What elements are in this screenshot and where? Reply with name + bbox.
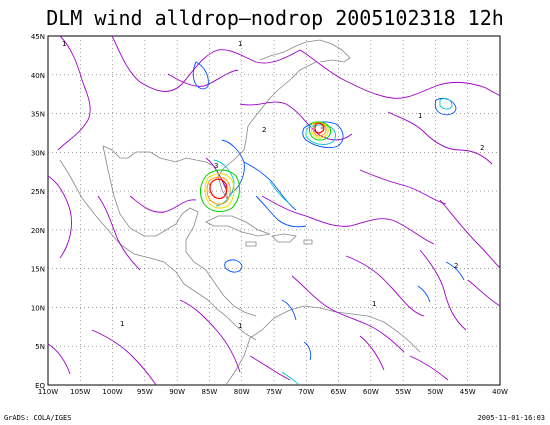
contour-label: 1 [120,320,124,328]
coastlines [59,39,421,386]
y-tick-label: 20N [31,227,45,235]
contour-label: 2 [454,262,458,270]
contour-label: 1 [238,322,242,330]
y-tick-label: EQ [35,382,45,390]
x-tick-label: 100W [102,388,122,396]
y-axis-ticks: EQ 5N 10N 15N 20N 25N 30N 35N 40N 45N [31,33,46,390]
contour-label: 2 [262,126,266,134]
contour-label: 1 [372,300,376,308]
contour-label: 3 [214,162,218,170]
contours-level-5 [204,122,329,209]
contour-label: 2 [480,144,484,152]
x-tick-label: 45W [460,388,476,396]
contours-level-2 [192,61,465,361]
contour-label-group: 1 1 2 3 1 2 2 1 1 1 [62,40,484,330]
x-axis-ticks: 110W 105W 100W 95W 90W 85W 80W 75W 70W 65W 60W 55W 5… [38,388,508,396]
contour-label: 1 [418,112,422,120]
x-tick-label: 85W [202,388,218,396]
y-tick-label: 30N [31,149,45,157]
x-tick-label: 105W [70,388,90,396]
x-tick-label: 70W [298,388,314,396]
y-tick-label: 45N [31,33,45,41]
chart-title: DLM wind alldrop–nodrop 2005102318 12h [46,6,504,30]
x-tick-label: 65W [331,388,347,396]
contours-level-7 [209,122,325,200]
y-tick-label: 5N [35,343,45,351]
x-tick-label: 50W [428,388,444,396]
contours-level-3 [213,97,453,385]
y-tick-label: 10N [31,304,45,312]
contours-level-6 [206,122,327,205]
y-tick-label: 15N [31,266,45,274]
contours-level-1 [47,35,501,386]
contour-label: 1 [238,40,242,48]
x-tick-label: 90W [169,388,185,396]
x-tick-label: 110W [38,388,58,396]
footer-credit: GrADS: COLA/IGES [4,414,72,422]
x-tick-label: 60W [363,388,379,396]
x-tick-label: 75W [266,388,282,396]
x-tick-label: 95W [137,388,153,396]
contours-level-4 [199,121,331,212]
contour-label: 1 [62,40,66,48]
footer-timestamp: 2005-11-01-16:03 [477,414,545,422]
y-tick-label: 40N [31,72,45,80]
y-tick-label: 25N [31,188,45,196]
x-tick-label: 80W [234,388,250,396]
lat-lon-grid [48,36,500,385]
x-tick-label: 40W [492,388,508,396]
x-tick-label: 55W [395,388,411,396]
y-tick-label: 35N [31,111,45,119]
